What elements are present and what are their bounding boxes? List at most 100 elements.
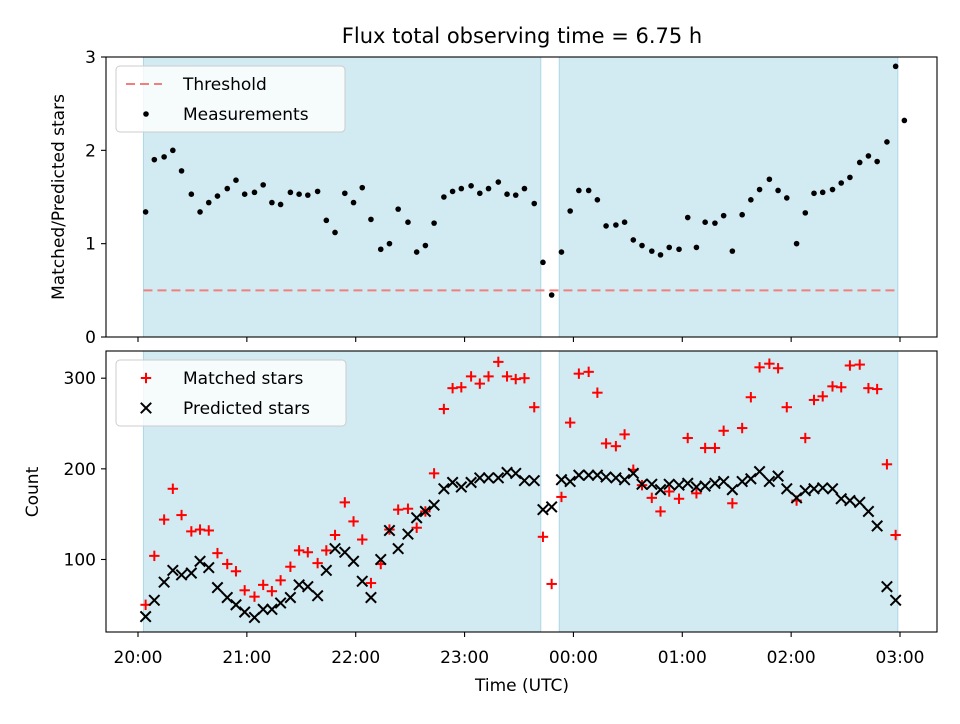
measurement-point-64 bbox=[720, 212, 727, 219]
predicted-point-58 bbox=[663, 478, 676, 491]
y-tick-label-0: 100 bbox=[64, 550, 96, 570]
predicted-point-64-b bbox=[717, 475, 730, 488]
measurement-point-35 bbox=[458, 185, 465, 192]
legend-label-0: Threshold bbox=[182, 75, 267, 95]
measurement-point-47 bbox=[567, 208, 573, 214]
matched-point-4 bbox=[176, 509, 187, 521]
predicted-point-75-b bbox=[816, 481, 829, 494]
legend-swatch-1-b bbox=[140, 402, 152, 414]
measurement-point-28 bbox=[395, 206, 401, 212]
predicted-point-16 bbox=[284, 591, 297, 604]
predicted-point-73-b bbox=[799, 484, 812, 497]
shaded-interval-1 bbox=[559, 57, 898, 337]
predicted-point-42-b bbox=[518, 474, 531, 487]
measurement-point-41 bbox=[512, 192, 519, 198]
predicted-point-54-b bbox=[627, 467, 640, 480]
shaded-interval-1 bbox=[559, 351, 898, 632]
predicted-point-62-b bbox=[699, 480, 712, 492]
predicted-point-47-b bbox=[564, 475, 577, 488]
predicted-point-37-b bbox=[473, 471, 486, 484]
measurement-point-78 bbox=[847, 174, 853, 181]
measurement-point-5 bbox=[188, 191, 195, 197]
predicted-point-30 bbox=[410, 511, 423, 524]
measurement-point-48 bbox=[576, 187, 582, 194]
predicted-point-26 bbox=[374, 553, 387, 566]
measurement-point-45 bbox=[548, 292, 555, 298]
predicted-point-42 bbox=[518, 474, 531, 487]
matched-point-65 bbox=[727, 498, 738, 509]
bottom-panel: 100 200 300 20:00 21:00 22:00 23:00 00:00 01:00 0… bbox=[23, 350, 938, 696]
matched-point-81 bbox=[871, 383, 883, 395]
predicted-point-45 bbox=[545, 501, 558, 513]
matched-point-2 bbox=[158, 514, 170, 525]
predicted-point-20 bbox=[320, 564, 333, 577]
measurement-point-83 bbox=[892, 63, 899, 70]
measurement-point-62 bbox=[702, 219, 708, 225]
measurement-point-73 bbox=[802, 210, 809, 216]
matched-point-71 bbox=[781, 402, 792, 413]
predicted-point-71-b bbox=[780, 482, 793, 495]
matched-point-34 bbox=[447, 382, 458, 394]
measurement-point-33 bbox=[441, 194, 447, 200]
predicted-point-14-b bbox=[265, 603, 278, 616]
matched-point-8 bbox=[212, 547, 223, 559]
top-panel: 0 1 2 3 Matched/Predicted stars Threshold Me… bbox=[49, 48, 938, 348]
predicted-point-27 bbox=[383, 524, 396, 537]
bottom-panel-axes: 100 200 300 20:00 21:00 22:00 23:00 00:00 01:00 0… bbox=[64, 369, 925, 668]
measurement-point-68 bbox=[756, 186, 763, 193]
predicted-point-52 bbox=[609, 471, 622, 484]
predicted-point-30-b bbox=[410, 511, 423, 524]
predicted-point-46 bbox=[555, 473, 568, 486]
matched-point-47 bbox=[564, 417, 576, 428]
predicted-point-75 bbox=[816, 481, 829, 494]
predicted-point-6 bbox=[194, 555, 206, 568]
matched-point-78 bbox=[844, 360, 856, 371]
matched-point-74 bbox=[808, 394, 820, 406]
measurement-point-52 bbox=[613, 222, 619, 228]
predicted-point-2-b bbox=[158, 576, 171, 589]
y-tick-label-2: 2 bbox=[85, 141, 96, 161]
predicted-point-0 bbox=[139, 610, 152, 623]
predicted-point-34-b bbox=[446, 476, 459, 489]
measurement-point-71 bbox=[783, 195, 790, 201]
measurement-point-22 bbox=[342, 190, 348, 197]
x-tick-label-2: 22:00 bbox=[331, 648, 380, 668]
matched-point-42 bbox=[519, 372, 530, 384]
predicted-point-78 bbox=[844, 494, 856, 507]
predicted-point-19-b bbox=[311, 589, 324, 602]
predicted-point-1-b bbox=[148, 594, 161, 607]
predicted-point-31 bbox=[419, 505, 432, 518]
top-panel-frame bbox=[105, 56, 938, 338]
measurement-point-57 bbox=[657, 252, 664, 258]
predicted-point-63-b bbox=[709, 477, 721, 490]
matched-point-28 bbox=[392, 504, 404, 515]
predicted-point-9-b bbox=[221, 591, 234, 604]
measurement-point-42 bbox=[521, 185, 528, 192]
measurement-point-82 bbox=[884, 139, 890, 145]
matched-point-30 bbox=[411, 522, 422, 533]
series-0 bbox=[142, 63, 908, 298]
matched-point-10 bbox=[230, 566, 242, 577]
predicted-point-13-b bbox=[257, 603, 270, 616]
predicted-point-58-b bbox=[663, 478, 676, 491]
predicted-point-69-b bbox=[763, 475, 776, 488]
x-tick-label-7: 03:00 bbox=[876, 648, 925, 668]
measurement-point-50 bbox=[594, 197, 601, 203]
predicted-point-5-b bbox=[185, 567, 198, 579]
predicted-point-25-b bbox=[365, 591, 377, 604]
measurement-point-67 bbox=[748, 197, 754, 203]
predicted-point-74-b bbox=[808, 482, 820, 495]
measurement-point-66 bbox=[739, 211, 745, 218]
measurement-point-15 bbox=[277, 201, 284, 208]
measurement-point-75 bbox=[819, 189, 826, 196]
predicted-point-49 bbox=[582, 469, 595, 482]
measurement-point-53 bbox=[621, 219, 628, 225]
matched-point-13 bbox=[257, 579, 269, 591]
predicted-point-59-b bbox=[673, 479, 685, 492]
predicted-point-51 bbox=[600, 471, 612, 483]
predicted-point-50 bbox=[591, 469, 604, 482]
predicted-point-59 bbox=[673, 479, 685, 492]
predicted-point-60 bbox=[681, 477, 694, 490]
matched-point-61 bbox=[691, 488, 702, 499]
